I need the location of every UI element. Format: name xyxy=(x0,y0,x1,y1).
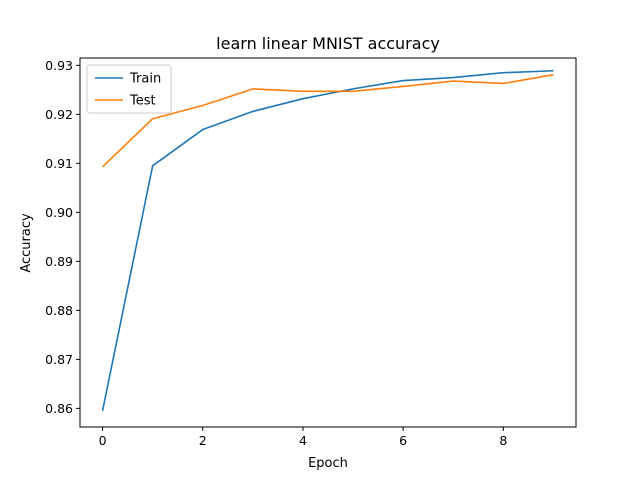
x-tick-label: 6 xyxy=(399,433,407,448)
series-lines xyxy=(101,69,554,411)
x-tick-label: 4 xyxy=(299,433,307,448)
legend-label-train: Train xyxy=(129,72,161,87)
y-tick-label: 0.93 xyxy=(45,58,73,73)
legend: Train Test xyxy=(86,64,172,114)
y-tick-label: 0.87 xyxy=(45,352,73,367)
series-line-test xyxy=(101,73,554,168)
series-line-train xyxy=(101,69,554,411)
y-tick-label: 0.88 xyxy=(45,303,73,318)
y-tick-label: 0.92 xyxy=(45,107,73,122)
chart-title: learn linear MNIST accuracy xyxy=(216,34,440,53)
x-tick-label: 8 xyxy=(499,433,507,448)
legend-box xyxy=(86,64,172,114)
y-tick-label: 0.89 xyxy=(45,254,73,269)
legend-label-test: Test xyxy=(129,94,156,109)
y-axis-ticks: 0.86 0.87 0.88 0.89 0.90 0.91 0.92 0.93 xyxy=(45,58,80,416)
y-axis-label: Accuracy xyxy=(19,213,34,273)
plot-frame xyxy=(79,57,577,428)
x-tick-label: 0 xyxy=(99,433,107,448)
x-axis-label: Epoch xyxy=(308,456,348,471)
y-tick-label: 0.86 xyxy=(45,401,73,416)
x-axis-ticks: 0 2 4 6 8 xyxy=(99,427,507,448)
y-tick-label: 0.90 xyxy=(45,205,73,220)
x-tick-label: 2 xyxy=(199,433,207,448)
y-tick-label: 0.91 xyxy=(45,156,73,171)
